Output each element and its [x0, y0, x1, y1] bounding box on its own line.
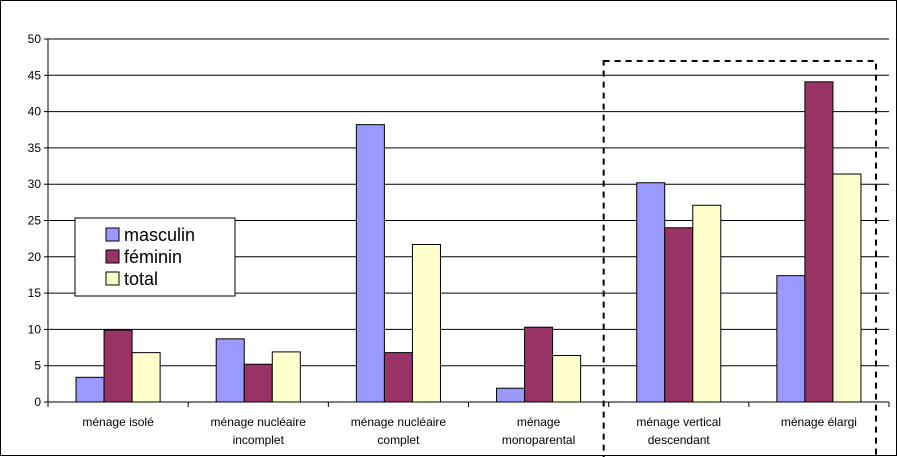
y-tick-label: 35 — [28, 141, 42, 155]
bar-féminin — [243, 363, 273, 403]
bar-féminin — [383, 352, 413, 403]
gridlines — [48, 38, 889, 367]
x-category-label: descendant — [648, 433, 711, 447]
bar-total — [271, 351, 301, 403]
y-tick-label: 20 — [28, 250, 42, 264]
legend-label-masculin: masculin — [124, 225, 195, 245]
bar-féminin — [524, 326, 554, 403]
bar-masculin — [355, 124, 385, 403]
x-category-label: ménage nucléaire — [211, 415, 307, 429]
x-category-labels: ménage isolé ménage nucléaire incomplet mén… — [82, 415, 857, 447]
legend-label-total: total — [124, 269, 158, 289]
bar-féminin — [103, 329, 133, 403]
highlight-dashed-box — [602, 60, 878, 457]
legend-label-féminin: féminin — [124, 247, 182, 267]
x-category-label: ménage élargi — [781, 415, 857, 429]
x-category-label: ménage vertical — [636, 415, 721, 429]
bar-féminin — [664, 227, 694, 403]
y-tick-label: 40 — [28, 105, 42, 119]
y-tick-labels: 0 5 10 15 20 25 30 35 40 45 50 — [28, 32, 42, 409]
bar-masculin — [75, 376, 105, 403]
legend-swatch-féminin — [105, 249, 120, 264]
x-category-label: ménage nucléaire — [351, 415, 447, 429]
y-tick-label: 10 — [28, 322, 42, 336]
highlight-box — [602, 60, 878, 457]
bar-total — [552, 355, 582, 403]
y-tick-label: 0 — [34, 395, 41, 409]
bar-total — [131, 352, 161, 403]
bar-total — [411, 243, 441, 403]
x-category-label: monoparental — [502, 433, 575, 447]
bar-masculin — [776, 275, 806, 403]
x-category-label: incomplet — [233, 433, 285, 447]
bar-total — [832, 173, 862, 403]
x-category-label: ménage — [517, 415, 561, 429]
axes — [44, 38, 890, 407]
legend-swatch-masculin — [105, 227, 120, 242]
bar-masculin — [215, 338, 245, 403]
y-tick-label: 45 — [28, 68, 42, 82]
bar-total — [692, 204, 722, 403]
legend-swatch-total — [105, 271, 120, 286]
legend-box — [74, 217, 236, 297]
x-category-label: complet — [377, 433, 420, 447]
x-category-label: ménage isolé — [82, 415, 154, 429]
bar-masculin — [496, 387, 526, 403]
y-tick-label: 5 — [34, 359, 41, 373]
bar-féminin — [804, 81, 834, 403]
y-tick-label: 15 — [28, 286, 42, 300]
y-tick-label: 25 — [28, 214, 42, 228]
y-tick-label: 30 — [28, 177, 42, 191]
y-tick-label: 50 — [28, 32, 42, 46]
bar-masculin — [636, 182, 666, 403]
